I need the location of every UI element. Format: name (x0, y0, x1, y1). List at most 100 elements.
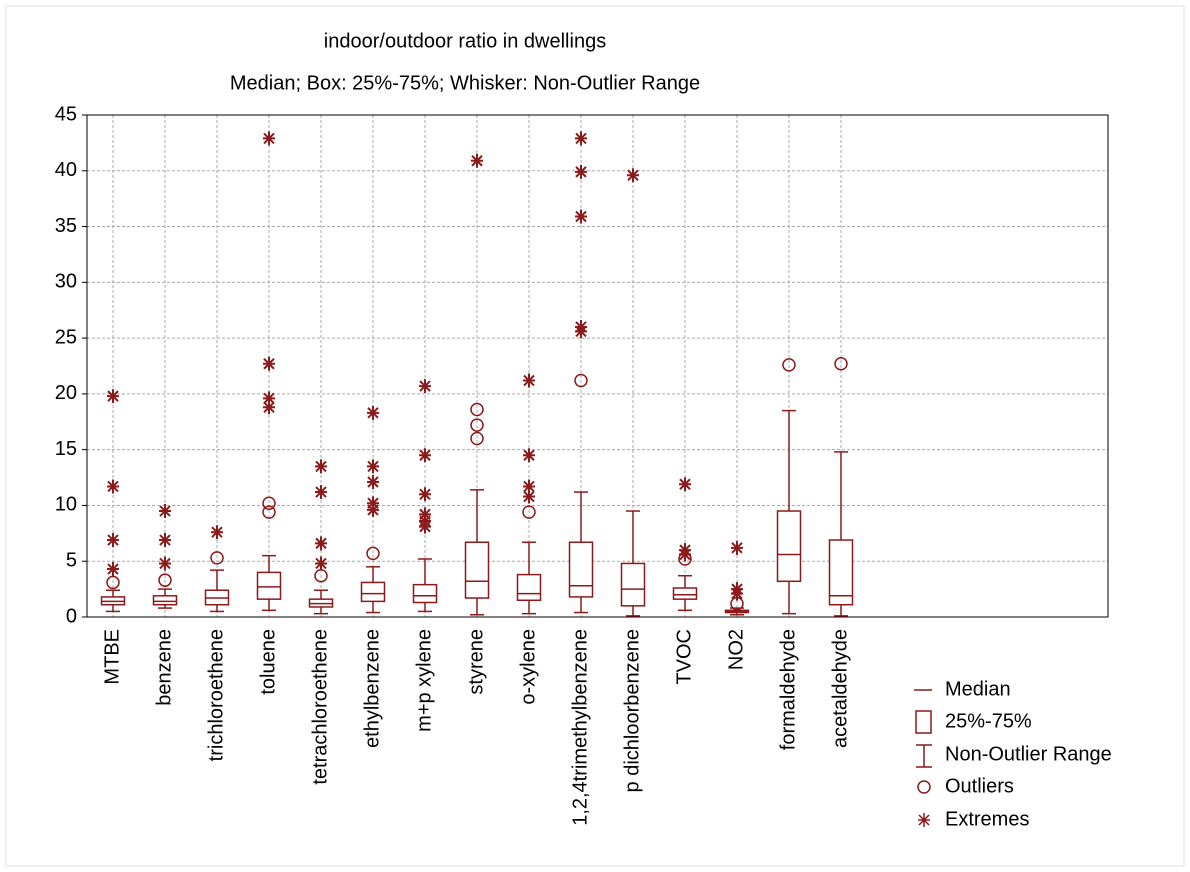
x-tick-label: trichloroethene (205, 629, 227, 761)
outlier (470, 431, 484, 446)
extreme (315, 556, 327, 571)
box-group (568, 131, 594, 614)
extreme (107, 533, 119, 548)
box-group (204, 525, 230, 613)
box-group (152, 504, 178, 609)
box-group (308, 459, 334, 615)
extreme (107, 389, 119, 404)
box (672, 587, 698, 600)
box-group (360, 405, 386, 614)
extreme (731, 582, 743, 597)
outlier (470, 418, 484, 432)
box (256, 571, 282, 600)
legend-label: Outliers (945, 775, 1014, 797)
extreme (315, 536, 327, 551)
outlier (834, 357, 848, 371)
extreme (523, 489, 535, 504)
legend-label: Extremes (945, 808, 1029, 830)
extreme (367, 405, 379, 420)
x-tick-label: formaldehyde (777, 629, 799, 750)
outlier (782, 358, 796, 372)
x-tick-label: TVOC (673, 629, 695, 685)
extreme (107, 562, 119, 577)
extreme (523, 448, 535, 463)
box (776, 510, 802, 583)
y-tick-label: 25 (55, 326, 77, 348)
box (620, 562, 646, 607)
extreme (419, 448, 431, 463)
legend-icon (917, 780, 931, 794)
box-group (828, 357, 854, 617)
box-group (776, 358, 802, 615)
box-group (256, 131, 282, 612)
x-tick-label: ethylbenzene (361, 629, 383, 748)
chart-title: indoor/outdoor ratio in dwellings (324, 30, 606, 52)
extreme (523, 479, 535, 494)
x-tick-label: benzene (153, 629, 175, 706)
extreme (523, 373, 535, 388)
box-group (620, 168, 646, 617)
extreme (679, 543, 691, 558)
extreme (315, 459, 327, 474)
extreme (367, 496, 379, 511)
extreme (419, 507, 431, 522)
extreme (731, 540, 743, 555)
y-tick-label: 40 (55, 159, 77, 181)
outlier (158, 573, 172, 587)
extreme (627, 168, 639, 183)
x-tick-label: o-xylene (517, 629, 539, 705)
box (516, 573, 542, 602)
x-tick-label: 1,2,4trimethylbenzene (569, 629, 591, 826)
legend-icon (915, 710, 932, 734)
extreme (263, 356, 275, 371)
extreme (419, 379, 431, 394)
x-tick-label: styrene (465, 629, 487, 695)
box (568, 541, 594, 598)
box (152, 595, 178, 606)
extreme (211, 525, 223, 540)
x-tick-label: m+p xylene (413, 629, 435, 732)
x-tick-label: NO2 (725, 629, 747, 670)
x-tick-label: MTBE (101, 629, 123, 685)
legend (914, 689, 932, 827)
y-tick-label: 35 (55, 215, 77, 237)
extreme (159, 533, 171, 548)
plot-area (87, 115, 1108, 617)
extreme (315, 485, 327, 500)
y-tick-label: 5 (66, 550, 77, 572)
legend-label: Median (945, 678, 1011, 700)
legend-icon (918, 813, 930, 827)
extreme (263, 400, 275, 415)
y-tick-label: 45 (55, 103, 77, 125)
legend-label: Non-Outlier Range (945, 743, 1112, 765)
extreme (575, 209, 587, 224)
outlier (470, 402, 484, 417)
x-tick-label: toluene (257, 629, 279, 695)
box (360, 581, 386, 603)
plot-border (86, 114, 1109, 618)
extreme (159, 504, 171, 519)
outlier (262, 496, 276, 510)
box-group (464, 153, 490, 616)
extreme (107, 479, 119, 494)
outlier (522, 505, 536, 519)
box-group (412, 379, 438, 613)
outlier (574, 373, 588, 388)
extreme (471, 153, 483, 168)
x-tick-label: tetrachloroethene (309, 629, 331, 785)
outlier (366, 546, 380, 561)
extreme (263, 391, 275, 406)
box-group (100, 389, 126, 613)
extreme (367, 459, 379, 474)
extreme (679, 477, 691, 492)
extreme (575, 164, 587, 179)
box-group (724, 540, 750, 616)
box-group (672, 477, 698, 612)
y-tick-label: 10 (55, 494, 77, 516)
extreme (367, 475, 379, 490)
extreme (419, 487, 431, 502)
box (828, 539, 854, 606)
box (412, 583, 438, 604)
box-group (516, 373, 542, 615)
